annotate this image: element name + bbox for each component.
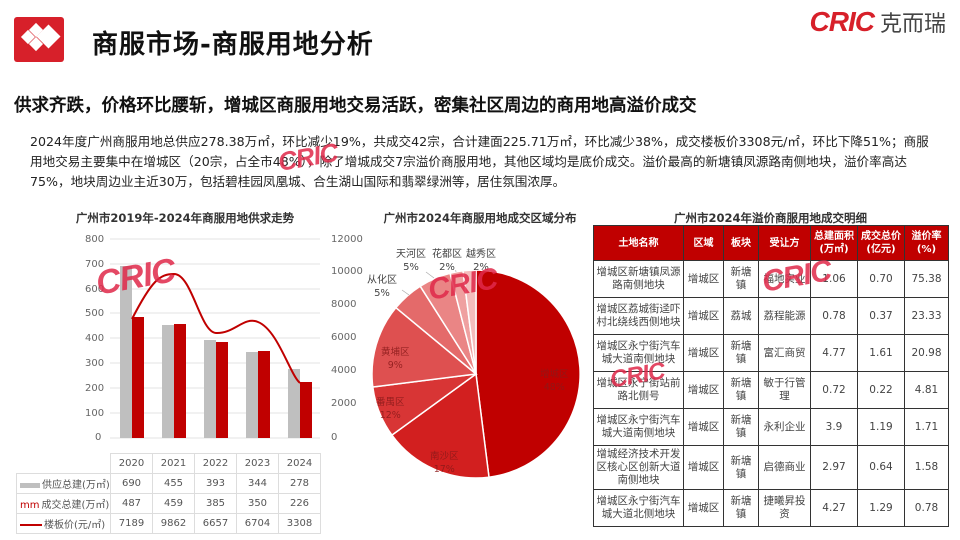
pie-chart-title: 广州市2024年商服用地成交区域分布	[383, 211, 577, 225]
y-left-tick: 300	[85, 358, 105, 369]
table-row: 增城区永宁街汽车城大道北侧地块 增城区 新塘镇 捷曦昇投资 4.27 1.29 0.78	[593, 489, 949, 527]
table-row-supply: 供应总建(万㎡) 690 455 393 344 278	[16, 473, 321, 494]
col-header-area: 总建面积 (万㎡)	[810, 225, 858, 261]
y-right-tick: 12000	[331, 234, 363, 245]
y-left-tick: 500	[85, 308, 105, 319]
table-row: 增城区新塘镇凤源路南侧地块 增城区 新塘镇 福地实业 1.06 0.70 75.38	[593, 260, 949, 298]
y-left-tick: 0	[95, 432, 102, 443]
col-header-buyer: 受让方	[758, 225, 811, 261]
pie-label-nansha: 南沙区 17%	[430, 451, 459, 475]
year-header: 2024	[278, 453, 321, 474]
y-left-tick: 200	[85, 383, 105, 394]
y-right-tick: 8000	[331, 299, 357, 310]
year-header: 2020	[110, 453, 153, 474]
y-left-tick: 600	[85, 284, 105, 295]
col-header-district: 区域	[683, 225, 724, 261]
table-row: 增城区永宁街汽车城大道南侧地块 增城区 新塘镇 富汇商贸 4.77 1.61 20.98	[593, 334, 949, 372]
premium-land-table: 土地名称 区域 板块 受让方 总建面积 (万㎡) 成交总价 (亿元) 溢价率 (%) …	[593, 225, 949, 527]
table-row: 增城区永宁街站前路北侧号 增城区 新塘镇 敏于行管理 0.72 0.22 4.81	[593, 371, 949, 409]
brand-cric-logo: CRIC	[809, 6, 875, 37]
col-header-premium: 溢价率 (%)	[904, 225, 949, 261]
brand-name: 克而瑞	[879, 12, 946, 37]
pie-chart	[371, 270, 581, 479]
table-row: 增城区永宁街汽车城大道南侧地块 增城区 新塘镇 永利企业 3.9 1.19 1.71	[593, 408, 949, 446]
pie-label-zengcheng: 增城区 48%	[540, 369, 569, 393]
legend-red-bar-icon: mm	[20, 500, 40, 511]
legend-line-icon	[20, 524, 42, 526]
year-header: 2021	[152, 453, 195, 474]
year-header: 2023	[236, 453, 279, 474]
y-right-tick: 10000	[331, 266, 363, 277]
col-header-block: 板块	[723, 225, 759, 261]
bar-chart-plot	[110, 238, 320, 439]
pie-label-yuexiu: 越秀区 2%	[466, 249, 496, 273]
col-header-price: 成交总价 (亿元)	[857, 225, 905, 261]
pie-label-panyu: 番禺区 12%	[376, 397, 405, 421]
pie-label-conghua: 从化区 5%	[367, 275, 397, 299]
bar-chart-title: 广州市2019年-2024年商服用地供求走势	[75, 211, 295, 225]
table-row: 增城经济技术开发区核心区创新大道南侧地块 增城区 新塘镇 启德商业 2.97 0.64 1.…	[593, 445, 949, 490]
table-row: 增城区荔城街迳吓村北绕线西侧地块 增城区 荔城 荔程能源 0.78 0.37 23.33	[593, 297, 949, 335]
y-left-tick: 700	[85, 259, 105, 270]
y-left-tick: 100	[85, 408, 105, 419]
y-right-tick: 6000	[331, 332, 357, 343]
year-header: 2022	[194, 453, 237, 474]
summary-paragraph: 2024年度广州商服用地总供应278.38万㎡，环比减少19%，共成交42宗，合…	[30, 134, 929, 189]
y-left-tick: 400	[85, 333, 105, 344]
headline: 供求齐跌，价格环比腰斩，增城区商服用地交易活跃，密集社区周边的商用地高溢价成交	[14, 96, 697, 116]
brand-logo: CRIC 克而瑞	[810, 6, 946, 38]
legend-gray-bar-icon	[20, 482, 40, 488]
y-right-tick: 4000	[331, 365, 357, 376]
table-row-deal: mm 成交总建(万㎡) 487 459 385 350 226	[16, 493, 321, 514]
bar-chart-data-table: 2020 2021 2022 2023 2024 供应总建(万㎡) 690 45…	[16, 453, 321, 534]
page-title: 商服市场-商服用地分析	[92, 30, 374, 60]
pie-label-huangpu: 黄埔区 9%	[381, 347, 410, 371]
y-right-tick: 2000	[331, 398, 357, 409]
y-left-tick: 800	[85, 234, 105, 245]
col-header-name: 土地名称	[593, 225, 684, 261]
detail-table-title: 广州市2024年溢价商服用地成交明细	[673, 211, 867, 225]
y-right-tick: 0	[331, 432, 338, 443]
pie-label-tianhe: 天河区 5%	[396, 249, 426, 273]
section-logo-icon	[14, 17, 64, 62]
table-row-price: 楼板价(元/㎡) 7189 9862 6657 6704 3308	[16, 513, 321, 534]
pie-label-huadu: 花都区 2%	[432, 249, 462, 273]
